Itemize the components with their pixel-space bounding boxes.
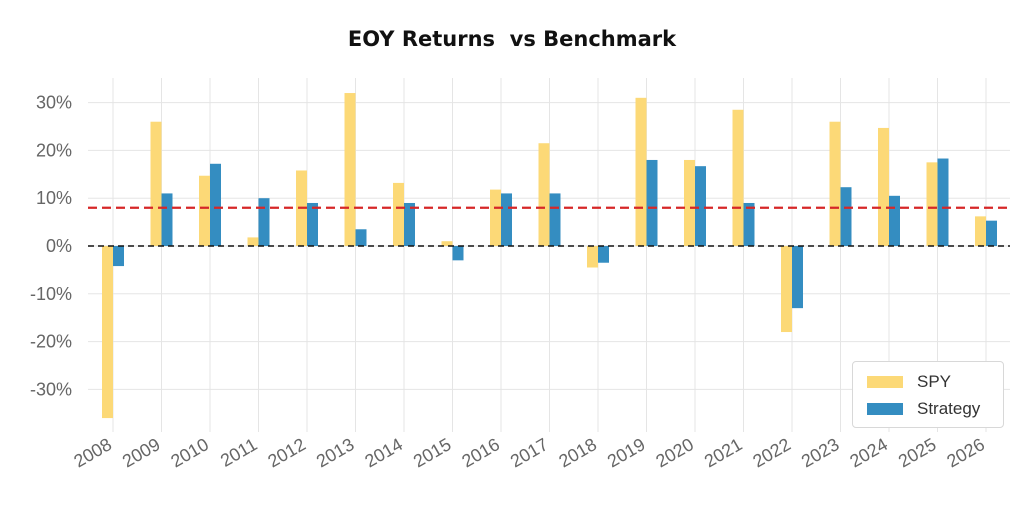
bar-strategy [404,202,415,246]
bar-spy [441,241,453,246]
reference-lines [88,206,1010,247]
bar-strategy [452,246,464,261]
x-tick-label: 2020 [652,434,697,471]
bar-strategy [792,246,803,309]
legend: SPY Strategy [852,361,1004,428]
bar-strategy [695,166,706,246]
legend-item-strategy: Strategy [867,395,1003,422]
bar-spy [247,237,259,246]
legend-swatch-spy [867,375,903,388]
x-tick-label: 2018 [555,434,600,471]
y-tick-label: 10% [36,188,72,208]
bar-spy [732,109,744,247]
bar-strategy [210,163,221,246]
x-tick-label: 2016 [458,434,503,471]
legend-label-strategy: Strategy [917,398,981,418]
y-tick-label: 0% [46,236,72,256]
bar-spy [102,246,113,419]
bar-strategy [307,202,318,246]
bar-spy [393,182,404,246]
bar-strategy [986,220,997,246]
bar-strategy [840,187,852,246]
bar-spy [150,121,162,246]
legend-item-spy: SPY [867,368,1003,395]
bar-strategy [889,195,900,246]
bar-strategy [355,229,367,246]
legend-label-spy: SPY [917,371,952,391]
x-tick-label: 2012 [264,434,309,471]
x-tick-label: 2013 [313,434,358,471]
bar-strategy [937,158,949,246]
x-tick-label: 2010 [167,434,212,471]
y-tick-label: -10% [30,284,72,304]
y-tick-label: -30% [30,379,72,399]
x-tick-label: 2022 [749,434,794,471]
bars [102,93,997,419]
x-tick-label: 2011 [217,434,261,471]
x-tick-label: 2019 [604,434,649,471]
bar-strategy [549,193,561,246]
bar-spy [490,189,501,246]
bar-spy [587,246,598,268]
chart-title: EOY Returns vs Benchmark [347,27,677,51]
x-tick-label: 2017 [507,434,552,471]
bar-spy [538,143,550,246]
bar-spy [635,97,647,246]
bar-strategy [501,193,512,246]
bar-spy [829,121,841,246]
legend-swatch-strategy [867,402,903,415]
x-tick-label: 2021 [701,434,746,471]
x-axis-ticks: 2008 2009 2010 2011 2012 2013 2014 2015 2016 2017… [70,434,988,471]
bar-strategy [743,202,755,246]
bar-spy [684,159,695,246]
bar-spy [926,162,938,246]
bar-strategy [646,159,658,246]
x-tick-label: 2008 [70,434,115,471]
bar-spy [199,175,210,246]
x-tick-label: 2009 [119,434,164,471]
x-tick-label: 2025 [895,434,940,471]
bar-strategy [161,193,173,246]
x-tick-label: 2015 [410,434,455,471]
bar-strategy [598,246,609,263]
bar-spy [878,127,889,246]
bar-strategy [258,198,270,246]
y-tick-label: 30% [36,93,72,113]
bar-spy [344,93,356,246]
x-tick-label: 2023 [798,434,843,471]
bar-strategy [113,246,124,267]
y-axis-ticks: 30% 20% 10% 0% -10% -20% -30% [30,93,72,400]
x-tick-label: 2014 [361,434,406,471]
x-tick-label: 2024 [846,434,891,471]
y-tick-label: -20% [30,332,72,352]
bar-spy [975,216,986,246]
x-tick-label: 2026 [943,434,988,471]
y-tick-label: 20% [36,140,72,160]
bar-spy [781,246,792,333]
